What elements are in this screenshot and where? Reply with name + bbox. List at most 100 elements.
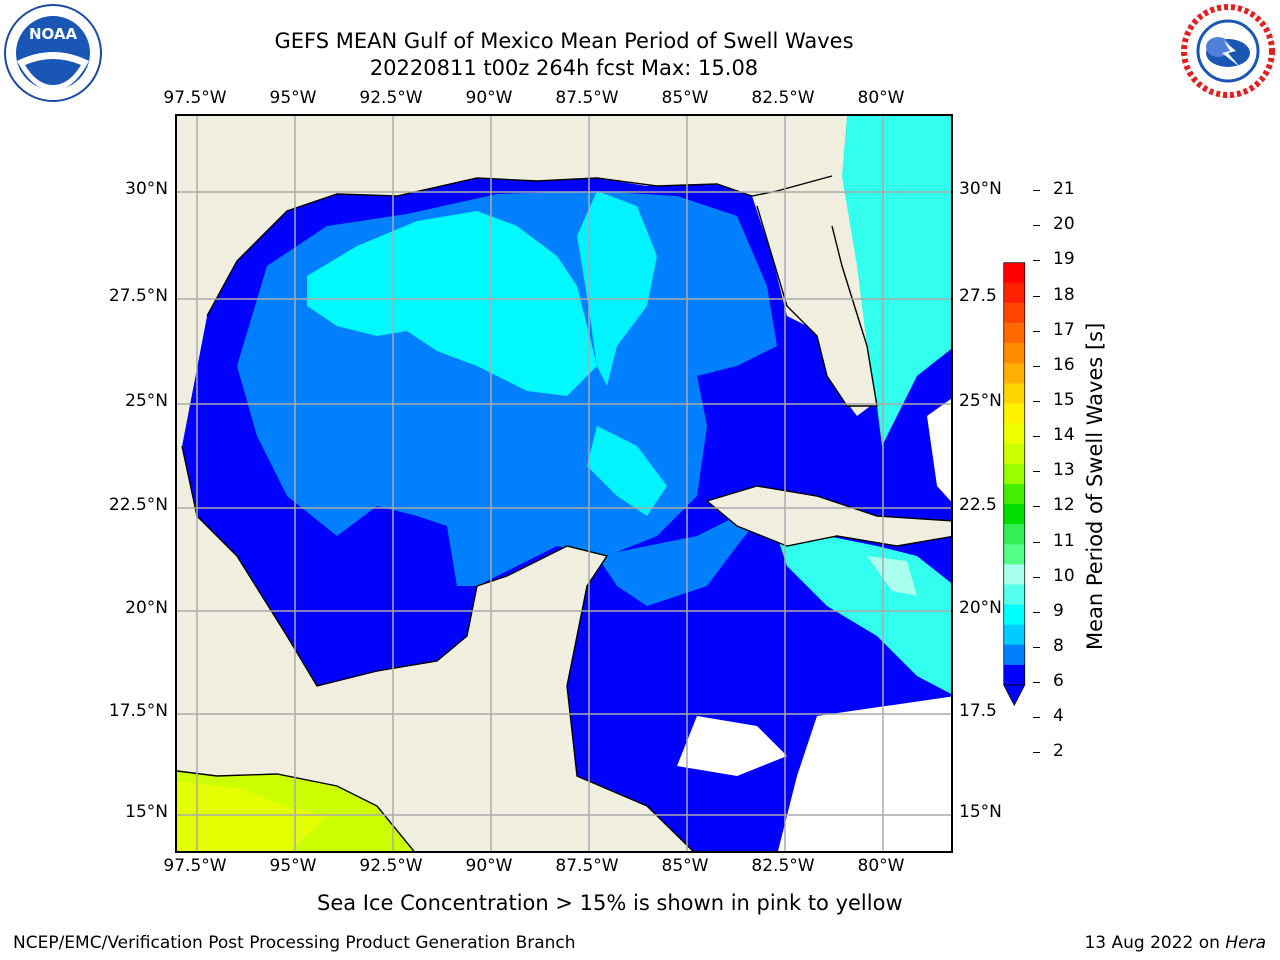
no-data-3 (927, 398, 951, 502)
colorbar-tick-6: 15 (1053, 390, 1075, 410)
colorbar-tick-3: 18 (1053, 285, 1075, 305)
colorbar-segment (1003, 262, 1025, 284)
lon-label-bottom-7: 80°W (857, 856, 905, 876)
lat-label-left-3: 22.5°N (108, 495, 168, 515)
colorbar-tick-5: 16 (1053, 355, 1075, 375)
colorbar-extend-arrow (1003, 684, 1026, 707)
lon-label-top-7: 80°W (857, 88, 905, 108)
map-canvas (177, 116, 951, 851)
colorbar-segment (1003, 624, 1025, 646)
lat-label-right-5: 17.5 (959, 701, 997, 721)
colorbar-tick-mark (1033, 647, 1040, 648)
lat-label-right-2: 25°N (959, 391, 1002, 411)
colorbar-segment (1003, 664, 1025, 686)
colorbar-tick-mark (1033, 612, 1040, 613)
colorbar-tick-mark (1033, 682, 1040, 683)
colorbar-segment (1003, 403, 1025, 424)
colorbar-tick-2: 19 (1053, 249, 1075, 269)
lon-label-top-2: 92.5°W (359, 88, 423, 108)
colorbar-tick-11: 10 (1053, 566, 1075, 586)
colorbar-segment (1003, 644, 1025, 666)
chart-subtitle: 20220811 t00z 264h fcst Max: 15.08 (369, 56, 759, 80)
colorbar-tick-13: 8 (1053, 636, 1064, 656)
machine-name: Hera (1225, 933, 1266, 953)
longitude-labels-bottom: 97.5°W 95°W 92.5°W 90°W 87.5°W 85°W 82.5°W 80°W (0, 856, 1280, 878)
colorbar-tick-mark (1033, 717, 1040, 718)
lon-label-top-5: 85°W (661, 88, 709, 108)
colorbar-tick-mark (1033, 752, 1040, 753)
colorbar-segment (1003, 504, 1025, 525)
no-data-1 (677, 716, 787, 776)
colorbar-segment (1003, 524, 1025, 545)
lat-label-right-6: 15°N (959, 802, 1002, 822)
colorbar-tick-8: 13 (1053, 460, 1075, 480)
lat-label-right-3: 22.5 (959, 495, 997, 515)
colorbar-ticks: 21 20 19 18 17 16 15 14 13 12 11 10 9 8 6 4 2 (1033, 0, 1090, 960)
colorbar-tick-mark (1033, 577, 1040, 578)
colorbar-outline (1003, 262, 1026, 686)
colorbar-tick-mark (1033, 506, 1040, 507)
gridlines (177, 116, 951, 851)
colorbar-tick-14: 6 (1053, 671, 1064, 691)
lat-label-left-2: 25°N (125, 391, 168, 411)
map-panel (175, 114, 953, 853)
colorbar-tick-mark (1033, 366, 1040, 367)
colorbar-tick-15: 4 (1053, 706, 1064, 726)
sea-ice-note: Sea Ice Concentration > 15% is shown in … (317, 891, 903, 915)
colorbar-tick-mark (1033, 260, 1040, 261)
colorbar (1003, 262, 1026, 707)
colorbar-segment (1003, 302, 1025, 324)
date-text: 13 Aug 2022 on Hera (1084, 933, 1266, 953)
yellow-area (177, 781, 327, 851)
atlantic-cyan (842, 116, 951, 446)
colorbar-tick-mark (1033, 471, 1040, 472)
colorbar-tick-mark (1033, 401, 1040, 402)
gulf-water-cyan (307, 211, 597, 396)
colorbar-segment (1003, 463, 1025, 485)
colorbar-tick-4: 17 (1053, 320, 1075, 340)
lat-label-right-0: 30°N (959, 179, 1002, 199)
colorbar-segment (1003, 363, 1025, 384)
colorbar-segment (1003, 443, 1025, 465)
colorbar-tick-mark (1033, 225, 1040, 226)
colorbar-tick-12: 9 (1053, 601, 1064, 621)
lon-label-bottom-1: 95°W (269, 856, 317, 876)
lon-label-bottom-3: 90°W (465, 856, 513, 876)
lat-label-right-1: 27.5 (959, 286, 997, 306)
colorbar-tick-mark (1033, 190, 1040, 191)
lon-label-top-4: 87.5°W (555, 88, 619, 108)
date-prefix: 13 Aug 2022 on (1084, 933, 1226, 953)
lon-label-bottom-6: 82.5°W (751, 856, 815, 876)
lat-label-left-1: 27.5°N (108, 286, 168, 306)
lon-label-top-1: 95°W (269, 88, 317, 108)
colorbar-tick-9: 12 (1053, 495, 1075, 515)
lat-label-left-5: 17.5°N (108, 701, 168, 721)
colorbar-tick-mark (1033, 331, 1040, 332)
colorbar-tick-10: 11 (1053, 531, 1075, 551)
credit-text: NCEP/EMC/Verification Post Processing Pr… (13, 933, 576, 953)
colorbar-label: Mean Period of Swell Waves [s] (1083, 322, 1107, 650)
gulf-water-cyan-3 (587, 426, 667, 516)
lon-label-bottom-4: 87.5°W (555, 856, 619, 876)
longitude-labels-top: 97.5°W 95°W 92.5°W 90°W 87.5°W 85°W 82.5°W 80°W (0, 88, 1280, 110)
colorbar-tick-16: 2 (1053, 741, 1064, 761)
colorbar-segment (1003, 604, 1025, 626)
latitude-labels-right: 30°N 27.5 25°N 22.5 20°N 17.5 15°N (955, 0, 1005, 960)
colorbar-segment (1003, 564, 1025, 585)
colorbar-segment (1003, 483, 1025, 505)
lon-label-top-6: 82.5°W (751, 88, 815, 108)
lat-label-left-0: 30°N (125, 179, 168, 199)
colorbar-segment (1003, 323, 1025, 344)
no-data-2 (778, 696, 951, 851)
noaa-logo: NOAA (4, 4, 102, 102)
coastlines (177, 175, 951, 851)
colorbar-tick-mark (1033, 436, 1040, 437)
colorbar-segment (1003, 282, 1025, 304)
colorbar-tick-0: 21 (1053, 179, 1075, 199)
colorbar-tick-mark (1033, 296, 1040, 297)
lon-label-top-0: 97.5°W (163, 88, 227, 108)
lon-label-bottom-2: 92.5°W (359, 856, 423, 876)
lon-label-bottom-5: 85°W (661, 856, 709, 876)
chart-title: GEFS MEAN Gulf of Mexico Mean Period of … (274, 29, 854, 53)
colorbar-segment (1003, 544, 1025, 565)
